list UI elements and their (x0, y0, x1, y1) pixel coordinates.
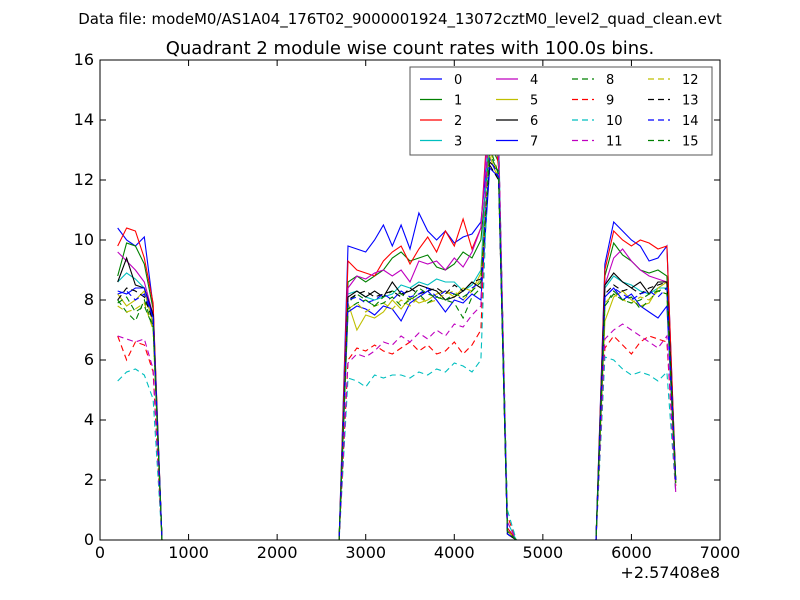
legend-label: 15 (682, 135, 699, 150)
legend-label: 3 (454, 135, 462, 150)
legend-label: 12 (682, 73, 699, 88)
legend-label: 5 (530, 94, 538, 109)
y-tick-label: 6 (84, 350, 94, 369)
series-line-15 (117, 152, 677, 540)
y-tick-label: 0 (84, 530, 94, 549)
legend-label: 14 (682, 114, 699, 129)
y-tick-label: 10 (74, 230, 94, 249)
series-line-1 (117, 142, 677, 540)
y-tick-label: 2 (84, 470, 94, 489)
y-tick-label: 12 (74, 170, 94, 189)
series-line-2 (117, 89, 677, 540)
x-tick-label: 4000 (434, 543, 475, 562)
legend-label: 11 (606, 135, 623, 150)
legend-label: 0 (454, 73, 462, 88)
x-offset-label: +2.57408e8 (620, 563, 720, 582)
axis-ticks: 0 1000 2000 3000 4000 5000 6000 700002468101214… (74, 50, 741, 562)
legend-label: 10 (606, 114, 623, 129)
legend-label: 7 (530, 135, 538, 150)
series-line-6 (117, 160, 677, 540)
x-tick-label: 3000 (345, 543, 386, 562)
series-line-10 (117, 119, 677, 540)
series-line-12 (117, 149, 677, 540)
chart-title: Quadrant 2 module wise count rates with … (166, 38, 655, 59)
series-line-14 (117, 156, 677, 540)
y-tick-label: 8 (84, 290, 94, 309)
legend-label: 8 (606, 73, 614, 88)
y-tick-label: 16 (74, 50, 94, 69)
x-tick-label: 6000 (611, 543, 652, 562)
legend-label: 13 (682, 94, 699, 109)
legend-label: 6 (530, 114, 538, 129)
series-line-4 (117, 104, 677, 540)
series-layer (117, 89, 677, 540)
x-tick-label: 5000 (522, 543, 563, 562)
x-tick-label: 2000 (257, 543, 298, 562)
y-tick-label: 14 (74, 110, 94, 129)
series-line-11 (117, 89, 677, 540)
x-tick-label: 1000 (168, 543, 209, 562)
series-line-0 (117, 134, 677, 540)
y-tick-label: 4 (84, 410, 94, 429)
legend-label: 2 (454, 114, 462, 129)
series-line-8 (117, 146, 677, 540)
x-tick-label: 0 (95, 543, 105, 562)
series-line-3 (117, 113, 677, 540)
legend-label: 9 (606, 94, 614, 109)
series-line-9 (117, 104, 677, 540)
data-file-header: Data file: modeM0/AS1A04_176T02_90000019… (78, 10, 722, 29)
series-line-13 (117, 163, 677, 540)
x-tick-label: 7000 (700, 543, 741, 562)
legend-label: 4 (530, 73, 538, 88)
legend-label: 1 (454, 94, 462, 109)
series-line-5 (117, 155, 677, 540)
series-line-7 (117, 166, 677, 540)
